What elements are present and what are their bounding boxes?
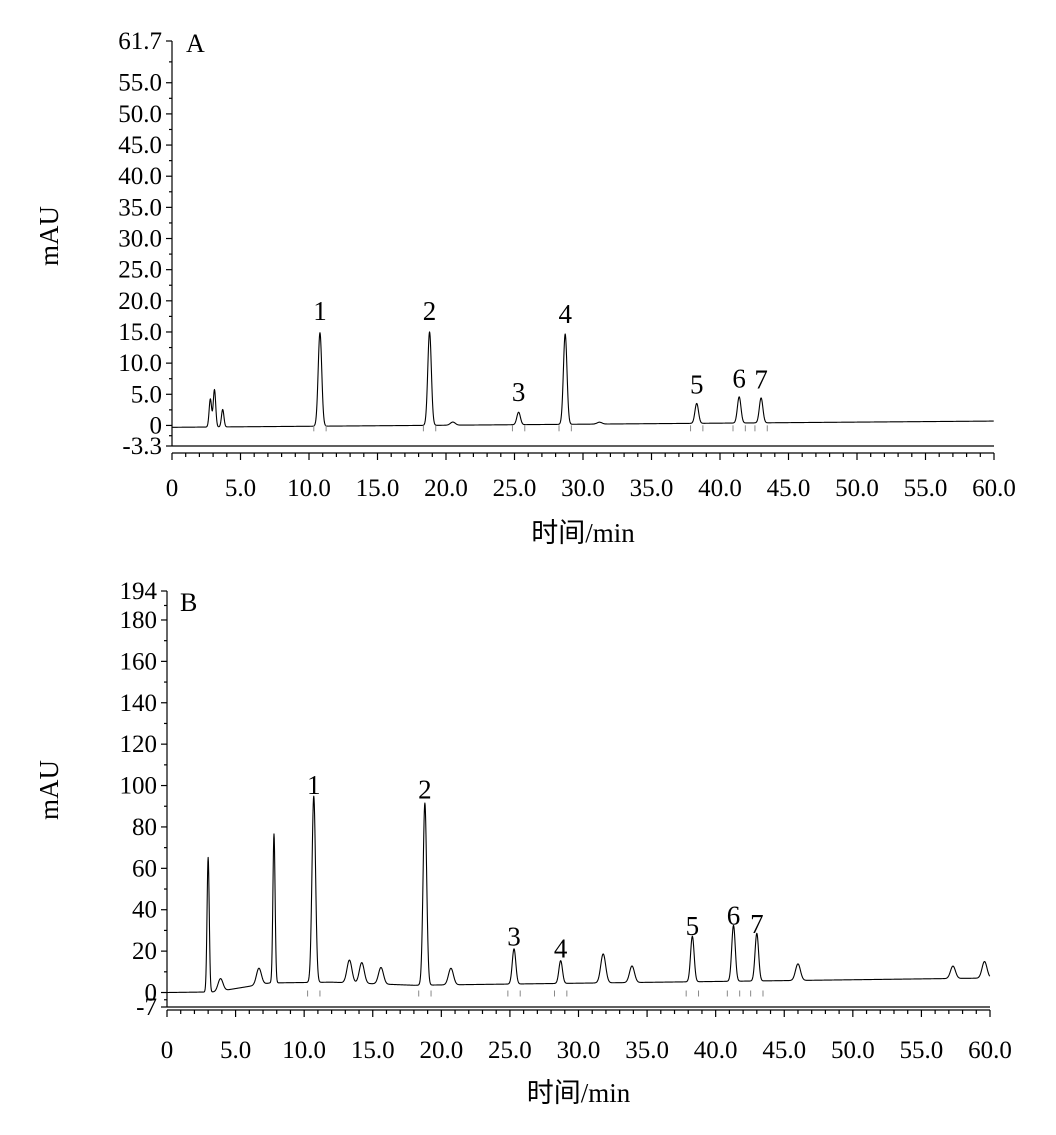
peak-label: 2 [423, 296, 437, 326]
peak-label: 6 [732, 363, 746, 393]
x-tick-label: 0 [166, 475, 179, 502]
y-tick-label: 60 [132, 855, 157, 882]
x-tick-label: 20.0 [419, 1037, 463, 1064]
y-tick-label: 0 [145, 980, 158, 1007]
y-tick-label: 100 [120, 773, 158, 800]
y-tick-label: 15.0 [118, 319, 162, 346]
x-tick-label: 15.0 [351, 1037, 395, 1064]
x-tick-label: 25.0 [488, 1037, 532, 1064]
peak-label: 2 [418, 774, 432, 804]
chromatogram-trace [171, 331, 994, 428]
x-tick-label: 35.0 [630, 475, 674, 502]
x-tick-label: 50.0 [835, 475, 879, 502]
peak-label: 7 [754, 365, 768, 395]
y-tick-label: 61.7 [118, 28, 162, 55]
x-tick-label: 55.0 [900, 1037, 944, 1064]
y-tick-label: 5.0 [131, 381, 162, 408]
y-tick-label: 180 [120, 607, 158, 634]
y-tick-label: 120 [120, 731, 158, 758]
x-tick-label: 35.0 [625, 1037, 669, 1064]
panel-label: A [186, 29, 205, 58]
y-tick-label: 0 [150, 412, 163, 439]
peak-label: 7 [750, 909, 764, 939]
x-tick-label: 10.0 [287, 475, 331, 502]
x-tick-label: 25.0 [493, 475, 537, 502]
x-tick-label: 40.0 [694, 1037, 738, 1064]
x-tick-label: 0 [161, 1037, 174, 1064]
y-tick-label: 40.0 [118, 163, 162, 190]
y-tick-label: 25.0 [118, 257, 162, 284]
y-tick-label: 55.0 [118, 70, 162, 97]
peak-label: 6 [727, 901, 741, 931]
x-tick-label: 55.0 [904, 475, 948, 502]
x-tick-label: 60.0 [972, 475, 1016, 502]
peak-label: 3 [507, 921, 521, 951]
x-tick-label: 10.0 [282, 1037, 326, 1064]
peak-label: 3 [512, 377, 526, 407]
x-tick-label: 5.0 [225, 475, 256, 502]
y-tick-label: -3.3 [122, 433, 162, 460]
y-tick-label: -7 [136, 994, 157, 1021]
y-tick-label: 20.0 [118, 288, 162, 315]
peak-label: 1 [313, 296, 327, 326]
panel-label: B [180, 588, 197, 617]
y-tick-label: 80 [132, 814, 157, 841]
y-tick-label: 140 [120, 690, 158, 717]
peak-label: 5 [686, 911, 700, 941]
peak-label: 5 [690, 370, 704, 400]
x-tick-label: 15.0 [356, 475, 400, 502]
x-tick-label: 30.0 [561, 475, 605, 502]
y-tick-label: 35.0 [118, 194, 162, 221]
x-tick-label: 60.0 [968, 1037, 1012, 1064]
x-tick-label: 5.0 [220, 1037, 251, 1064]
x-axis-title: 时间/min [531, 518, 635, 548]
chromatogram-trace [166, 795, 991, 994]
y-axis-title: mAU [34, 206, 64, 266]
y-tick-label: 30.0 [118, 226, 162, 253]
x-tick-label: 45.0 [767, 475, 811, 502]
y-tick-label: 50.0 [118, 101, 162, 128]
y-tick-label: 194 [120, 578, 158, 605]
peak-label: 4 [558, 299, 572, 329]
peak-label: 4 [554, 934, 568, 964]
y-tick-label: 160 [120, 648, 158, 675]
y-axis-title: mAU [34, 760, 64, 820]
y-tick-label: 45.0 [118, 132, 162, 159]
y-tick-label: 20 [132, 938, 157, 965]
x-tick-label: 45.0 [762, 1037, 806, 1064]
y-tick-label: 40 [132, 897, 157, 924]
y-tick-label: 10.0 [118, 350, 162, 377]
x-tick-label: 50.0 [831, 1037, 875, 1064]
x-axis-title: 时间/min [527, 1078, 631, 1108]
x-tick-label: 40.0 [698, 475, 742, 502]
x-tick-label: 20.0 [424, 475, 468, 502]
peak-label: 1 [307, 770, 321, 800]
x-tick-label: 30.0 [557, 1037, 601, 1064]
